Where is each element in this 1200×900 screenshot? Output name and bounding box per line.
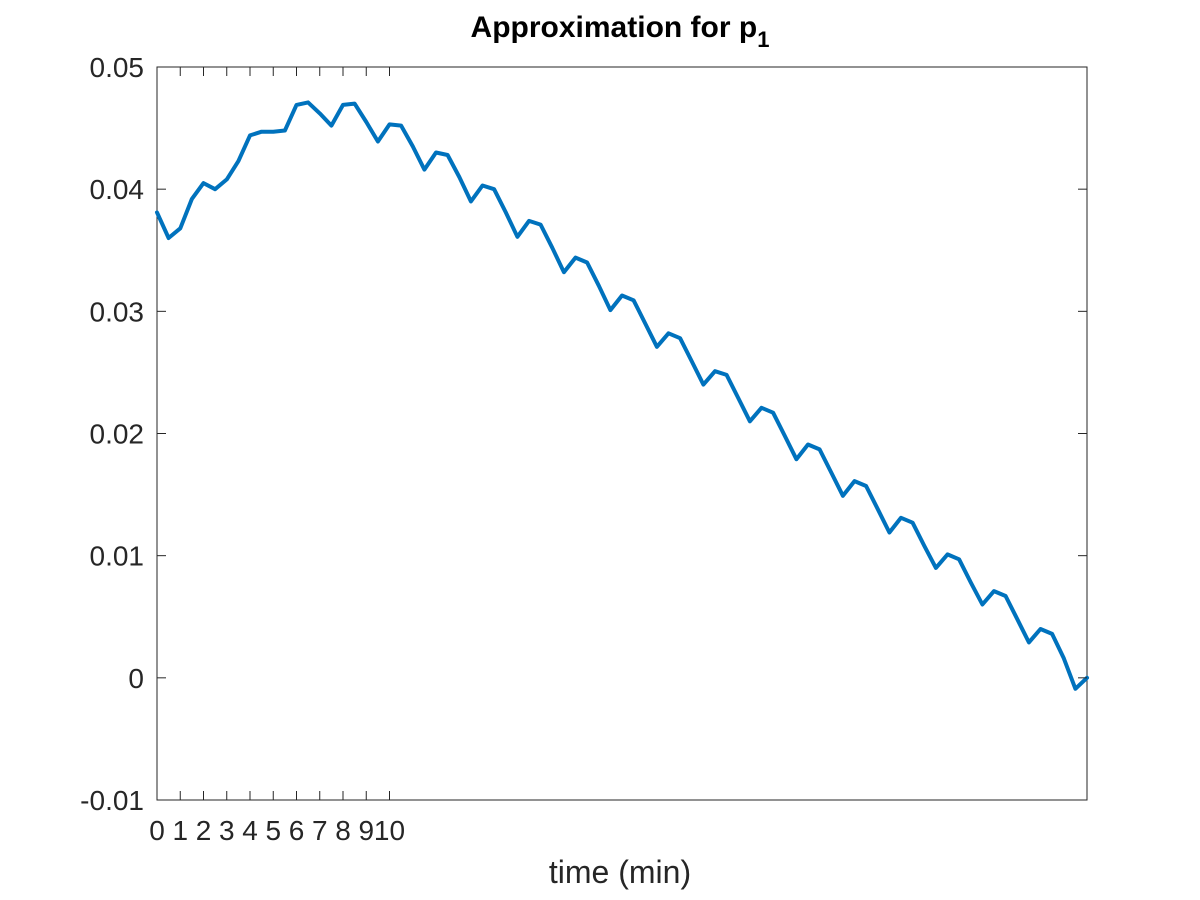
y-tick-label: 0.05 [90,52,145,83]
y-tick-label: -0.01 [80,785,144,816]
x-axis-label: time (min) [549,854,691,890]
y-tick-label: 0.02 [90,419,145,450]
chart-title-text: Approximation for p [471,11,758,44]
x-axis: 0 1 2 3 4 5 6 7 8 9 10 [149,67,405,846]
chart-title-subscript: 1 [757,27,769,52]
x-tick-label: 7 [312,815,328,846]
y-tick-label: 0 [128,663,144,694]
chart-title: Approximation for p1 [471,11,770,52]
x-tick-label: 10 [374,815,405,846]
x-tick-label: 2 [196,815,212,846]
series-line [155,100,1089,691]
x-tick-label: 4 [242,815,258,846]
y-tick-label: 0.01 [90,541,145,572]
y-tick-label: 0.04 [90,174,145,205]
plot-frame [156,66,1088,801]
plot-area [155,66,1089,801]
x-tick-label: 9 [358,815,374,846]
x-tick-label: 8 [335,815,351,846]
y-axis: -0.01 0 0.01 0.02 0.03 0.04 0.05 [80,52,1087,816]
x-tick-label: 0 [149,815,165,846]
y-tick-label: 0.03 [90,296,145,327]
x-tick-label: 5 [265,815,281,846]
x-tick-label: 6 [289,815,305,846]
x-tick-label: 1 [172,815,188,846]
x-tick-label: 3 [219,815,235,846]
